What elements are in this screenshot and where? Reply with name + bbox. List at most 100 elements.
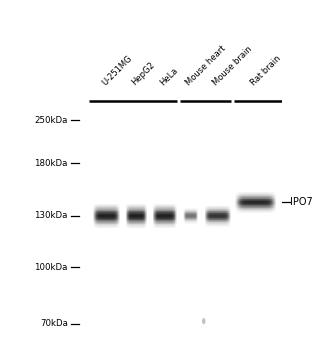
Bar — [160, 214, 161, 215]
Bar — [252, 193, 253, 194]
Bar — [265, 211, 266, 212]
Bar — [163, 204, 164, 205]
Bar — [99, 210, 100, 211]
Bar — [243, 192, 244, 193]
Bar — [112, 215, 113, 216]
Bar — [169, 223, 170, 224]
Bar — [161, 212, 162, 213]
Bar — [230, 211, 231, 212]
Bar — [247, 207, 248, 208]
Bar — [256, 212, 257, 213]
Bar — [226, 215, 227, 216]
Bar — [163, 210, 164, 211]
Bar — [260, 193, 261, 194]
Bar — [206, 219, 207, 220]
Bar — [246, 198, 247, 199]
Bar — [118, 226, 119, 227]
Bar — [110, 219, 111, 220]
Bar — [162, 220, 163, 221]
Bar — [106, 221, 107, 222]
Bar — [255, 193, 256, 194]
Bar — [112, 227, 113, 228]
Bar — [223, 206, 224, 207]
Bar — [111, 219, 112, 220]
Bar — [265, 193, 266, 194]
Bar — [109, 205, 110, 206]
Bar — [221, 222, 222, 223]
Bar — [272, 210, 273, 211]
Bar — [118, 219, 119, 220]
Bar — [164, 210, 165, 211]
Bar — [116, 213, 117, 214]
Bar — [258, 195, 259, 196]
Bar — [251, 209, 252, 210]
Bar — [205, 215, 206, 216]
Bar — [109, 228, 110, 229]
Bar — [261, 206, 262, 207]
Bar — [224, 207, 225, 208]
Bar — [265, 202, 266, 203]
Bar — [161, 223, 162, 224]
Bar — [164, 220, 165, 221]
Bar — [247, 197, 248, 198]
Bar — [112, 222, 113, 223]
Bar — [97, 226, 98, 227]
Bar — [164, 219, 165, 220]
Bar — [158, 226, 159, 227]
Bar — [161, 204, 162, 205]
Bar — [273, 205, 274, 206]
Bar — [176, 222, 177, 223]
Bar — [228, 213, 229, 214]
Bar — [117, 221, 118, 222]
Bar — [269, 206, 270, 207]
Bar — [94, 223, 95, 224]
Bar — [161, 218, 162, 219]
Bar — [114, 221, 115, 222]
Bar — [245, 202, 246, 203]
Bar — [104, 212, 105, 213]
Bar — [93, 226, 94, 227]
Bar — [165, 218, 166, 219]
Bar — [110, 215, 111, 216]
Bar — [207, 215, 208, 216]
Bar — [263, 201, 264, 202]
Bar — [230, 213, 231, 214]
Bar — [118, 228, 119, 229]
Bar — [210, 221, 211, 222]
Bar — [160, 209, 161, 210]
Bar — [248, 210, 249, 211]
Bar — [255, 194, 256, 195]
Bar — [236, 201, 237, 202]
Bar — [156, 218, 157, 219]
Bar — [112, 209, 113, 210]
Bar — [218, 206, 219, 207]
Bar — [110, 217, 111, 218]
Bar — [160, 211, 161, 212]
Bar — [113, 217, 114, 218]
Bar — [223, 209, 224, 210]
Bar — [106, 210, 107, 211]
Bar — [228, 221, 229, 222]
Bar — [215, 219, 216, 220]
Bar — [96, 221, 97, 222]
Bar — [105, 210, 106, 211]
Bar — [226, 214, 227, 215]
Bar — [174, 215, 175, 216]
Bar — [167, 211, 168, 212]
Bar — [169, 220, 170, 221]
Bar — [101, 226, 102, 227]
Bar — [256, 209, 257, 210]
Bar — [267, 198, 268, 199]
Bar — [221, 216, 222, 217]
Bar — [95, 205, 96, 206]
Bar — [113, 216, 114, 217]
Bar — [98, 210, 99, 211]
Bar — [168, 223, 169, 224]
Bar — [173, 218, 174, 219]
Bar — [241, 194, 242, 195]
Bar — [98, 218, 99, 219]
Bar — [100, 205, 101, 206]
Bar — [216, 212, 217, 214]
Bar — [214, 219, 215, 220]
Bar — [251, 208, 252, 209]
